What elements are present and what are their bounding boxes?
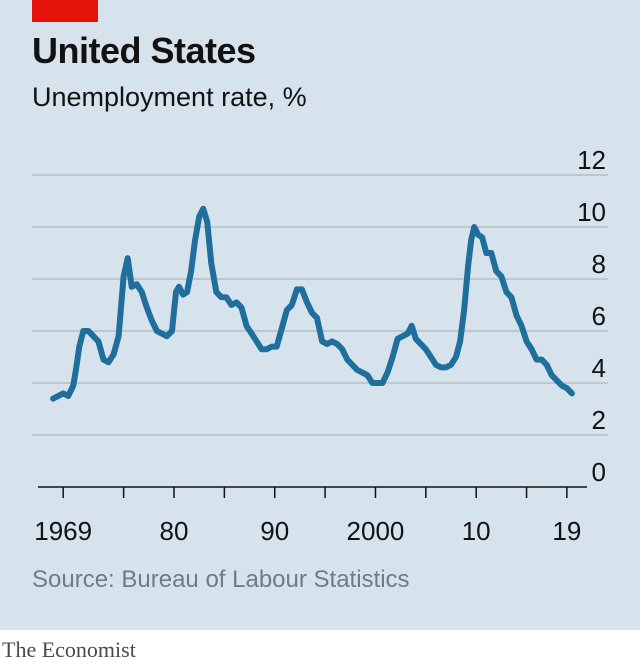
y-axis-tick-labels: 0 2 4 6 8 10 12 <box>577 145 606 487</box>
y-tick-label: 8 <box>592 249 606 279</box>
y-tick-label: 0 <box>592 457 606 487</box>
x-tick-label: 80 <box>160 516 189 546</box>
x-axis <box>38 486 587 498</box>
y-tick-label: 6 <box>592 301 606 331</box>
chart-subtitle: Unemployment rate, % <box>32 82 307 112</box>
publisher-logo: The Economist <box>2 637 136 662</box>
chart-title: United States <box>32 30 256 71</box>
x-axis-tick-labels: 1969 80 90 2000 10 19 <box>34 516 581 546</box>
line-chart: 0 2 4 6 8 10 12 1969 80 90 2000 10 19 <box>32 145 608 546</box>
chart-panel <box>0 0 640 630</box>
x-tick-label: 10 <box>462 516 491 546</box>
x-tick-label: 19 <box>552 516 581 546</box>
unemployment-rate-line <box>50 205 575 402</box>
brand-red-tag <box>32 0 98 22</box>
y-tick-label: 4 <box>592 353 606 383</box>
x-tick-label: 1969 <box>34 516 92 546</box>
x-tick-label: 2000 <box>347 516 405 546</box>
x-tick-label: 90 <box>260 516 289 546</box>
series-layer <box>50 205 575 402</box>
y-tick-label: 2 <box>592 405 606 435</box>
y-tick-label: 10 <box>577 197 606 227</box>
y-tick-label: 12 <box>577 145 606 175</box>
source-note: Source: Bureau of Labour Statistics <box>32 566 410 593</box>
